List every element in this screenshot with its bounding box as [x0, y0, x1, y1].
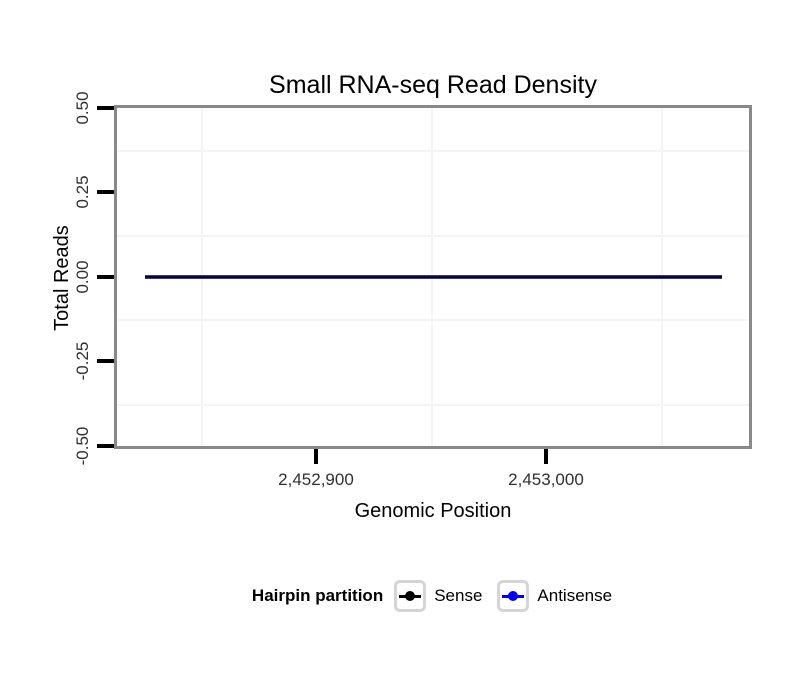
x-tick-label: 2,453,000: [508, 470, 584, 489]
legend-label-antisense: Antisense: [537, 586, 613, 605]
minor-gridline-horizontal: [117, 404, 749, 406]
legend-label-sense: Sense: [434, 586, 483, 605]
y-tick-mark: [97, 444, 117, 448]
legend-title: Hairpin partition: [251, 586, 384, 605]
legend: Hairpin partition Sense Antisense: [54, 578, 810, 614]
x-tick-mark: [544, 449, 548, 464]
y-tick-mark: [97, 359, 117, 363]
y-tick-label: 0.00: [73, 260, 92, 294]
legend-key-sense: [394, 580, 427, 612]
y-tick-label: -0.50: [73, 426, 92, 466]
y-tick-mark: [97, 190, 117, 194]
x-axis-title: Genomic Position: [354, 500, 512, 522]
x-tick-mark: [314, 449, 318, 464]
y-tick-mark: [97, 275, 117, 279]
y-axis-title: Total Reads: [51, 225, 73, 331]
sense-point-icon: [405, 591, 416, 601]
y-tick-mark: [97, 106, 117, 110]
y-tick-label: 0.25: [73, 175, 92, 209]
minor-gridline-horizontal: [117, 235, 749, 237]
y-tick-label: 0.50: [73, 91, 92, 125]
minor-gridline-horizontal: [117, 150, 749, 152]
data-line-sense-antisense: [145, 275, 722, 279]
legend-key-antisense: [497, 580, 530, 612]
y-tick-label: -0.25: [73, 341, 92, 381]
minor-gridline-horizontal: [117, 319, 749, 321]
chart-title: Small RNA-seq Read Density: [269, 71, 597, 99]
x-tick-label: 2,452,900: [278, 470, 354, 489]
antisense-point-icon: [508, 591, 519, 601]
